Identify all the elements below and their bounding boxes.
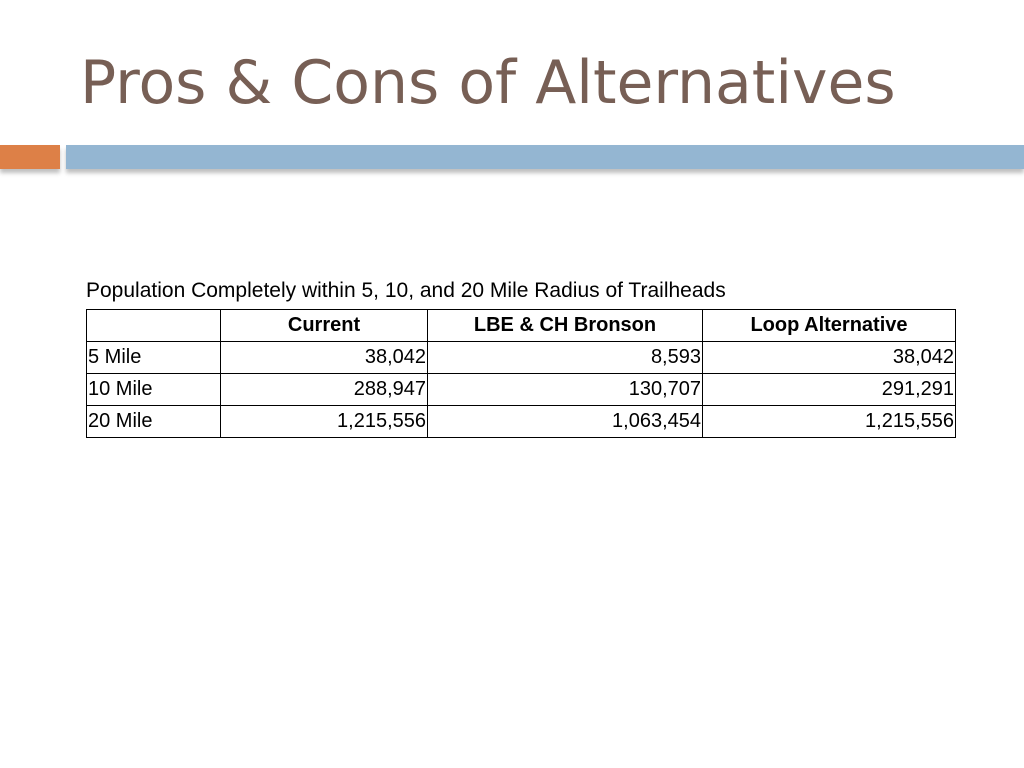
table-cell: 1,063,454 bbox=[427, 405, 703, 438]
table-row: 20 Mile 1,215,556 1,063,454 1,215,556 bbox=[86, 405, 956, 438]
header-cell: Loop Alternative bbox=[702, 309, 956, 342]
row-label: 10 Mile bbox=[86, 373, 221, 406]
slide-title: Pros & Cons of Alternatives bbox=[80, 48, 896, 118]
table-cell: 130,707 bbox=[427, 373, 703, 406]
table-cell: 1,215,556 bbox=[702, 405, 956, 438]
row-label: 5 Mile bbox=[86, 341, 221, 374]
table-cell: 8,593 bbox=[427, 341, 703, 374]
data-table: Current LBE & CH Bronson Loop Alternativ… bbox=[86, 309, 956, 438]
table-cell: 1,215,556 bbox=[220, 405, 428, 438]
header-cell bbox=[86, 309, 221, 342]
accent-bar bbox=[0, 145, 60, 169]
table-cell: 291,291 bbox=[702, 373, 956, 406]
table-row: 10 Mile 288,947 130,707 291,291 bbox=[86, 373, 956, 406]
row-label: 20 Mile bbox=[86, 405, 221, 438]
table-cell: 288,947 bbox=[220, 373, 428, 406]
header-cell: LBE & CH Bronson bbox=[427, 309, 703, 342]
header-bar bbox=[66, 145, 1024, 169]
table-cell: 38,042 bbox=[220, 341, 428, 374]
header-row: Current LBE & CH Bronson Loop Alternativ… bbox=[86, 309, 956, 342]
table-caption: Population Completely within 5, 10, and … bbox=[86, 279, 726, 302]
table-row: 5 Mile 38,042 8,593 38,042 bbox=[86, 341, 956, 374]
header-cell: Current bbox=[220, 309, 428, 342]
table-cell: 38,042 bbox=[702, 341, 956, 374]
